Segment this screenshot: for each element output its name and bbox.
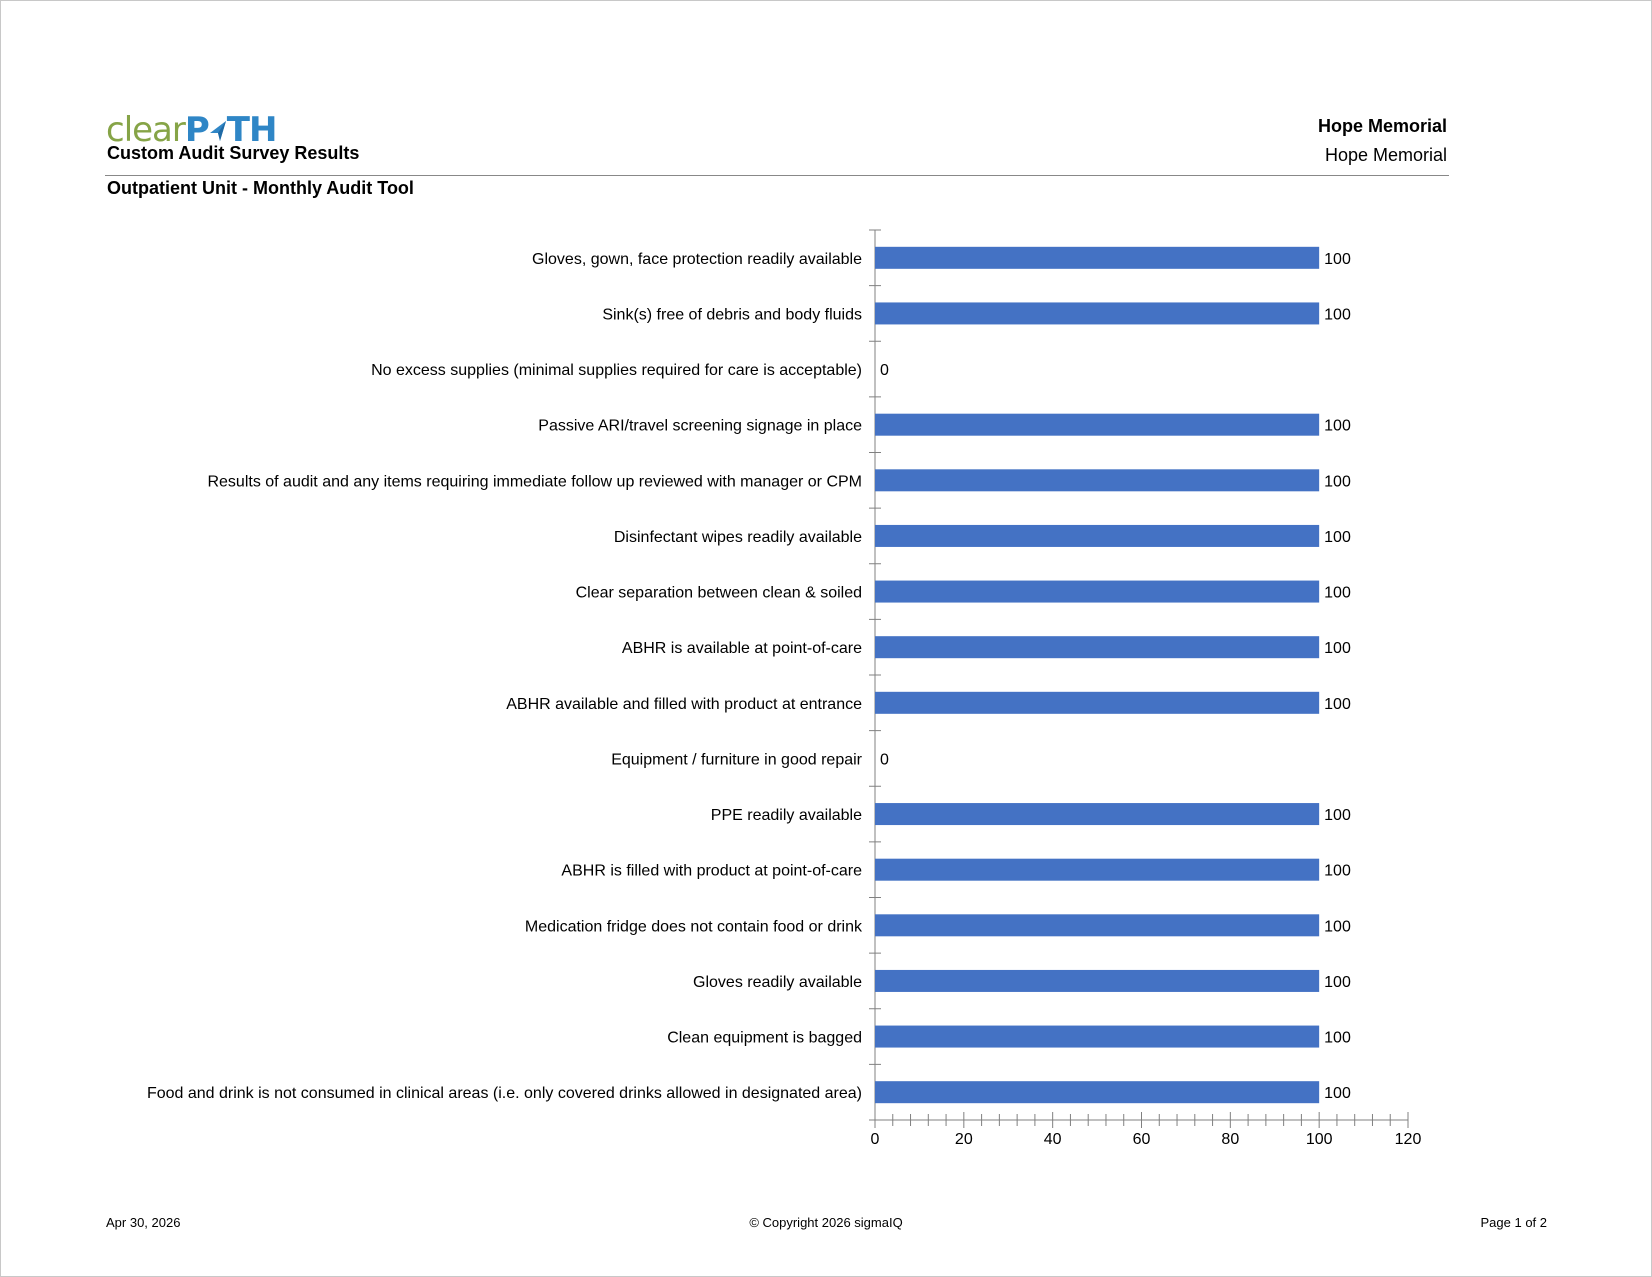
bar-value-label: 100 [1324, 974, 1351, 991]
footer-page-number: Page 1 of 2 [1480, 1215, 1548, 1230]
bar-value-label: 100 [1324, 306, 1351, 323]
bar [875, 803, 1320, 826]
bar-value-label: 0 [880, 362, 889, 379]
bar-value-label: 100 [1324, 473, 1351, 490]
bar-value-label: 100 [1324, 696, 1351, 713]
category-label: Clear separation between clean & soiled [576, 585, 862, 602]
category-label: Medication fridge does not contain food … [525, 918, 863, 935]
category-label: PPE readily available [711, 807, 862, 824]
clearpath-logo: clearP TH [106, 110, 278, 150]
facility-name: Hope Memorial [1324, 145, 1447, 165]
x-tick-label: 80 [1221, 1131, 1239, 1148]
bar [875, 524, 1320, 547]
bar-value-label: 100 [1324, 585, 1351, 602]
facility-name-bold: Hope Memorial [1317, 116, 1447, 136]
logo-text-p: P [184, 110, 210, 150]
bar-value-label: 100 [1324, 640, 1351, 657]
category-label: No excess supplies (minimal supplies req… [371, 362, 862, 379]
bar [875, 969, 1320, 992]
logo-text-clear: clear [106, 110, 186, 150]
bar-value-label: 100 [1324, 1085, 1351, 1102]
bar-value-label: 100 [1324, 1030, 1351, 1047]
bar [875, 858, 1320, 881]
footer-date: Apr 30, 2026 [106, 1215, 181, 1230]
bar-value-label: 100 [1324, 529, 1351, 546]
bar-value-label: 0 [880, 751, 889, 768]
logo-arrow-icon [209, 121, 226, 141]
category-label: Disinfectant wipes readily available [614, 529, 862, 546]
bar-value-label: 100 [1324, 918, 1351, 935]
report-title: Custom Audit Survey Results [107, 143, 360, 163]
x-tick-label: 100 [1306, 1131, 1333, 1148]
bar [875, 413, 1320, 436]
audit-tool-title: Outpatient Unit - Monthly Audit Tool [107, 178, 414, 198]
bar-value-label: 100 [1324, 418, 1351, 435]
bar-value-label: 100 [1324, 251, 1351, 268]
category-label: Food and drink is not consumed in clinic… [147, 1085, 862, 1102]
category-label: Gloves, gown, face protection readily av… [532, 251, 862, 268]
bar [875, 302, 1320, 325]
category-label: Results of audit and any items requiring… [207, 473, 862, 490]
bar [875, 469, 1320, 492]
x-tick-label: 120 [1395, 1131, 1422, 1148]
bar [875, 691, 1320, 714]
footer-copyright: © Copyright 2026 sigmaIQ [749, 1215, 903, 1230]
x-tick-label: 0 [871, 1131, 880, 1148]
bar [875, 1081, 1320, 1104]
header-divider [105, 175, 1449, 176]
bar [875, 246, 1320, 269]
x-tick-label: 60 [1133, 1131, 1151, 1148]
logo-text-th: TH [226, 110, 278, 150]
bar-value-label: 100 [1324, 807, 1351, 824]
category-label: Passive ARI/travel screening signage in … [538, 418, 862, 435]
x-tick-label: 20 [955, 1131, 973, 1148]
category-label: Sink(s) free of debris and body fluids [602, 306, 862, 323]
category-label: Gloves readily available [693, 974, 862, 991]
category-label: Clean equipment is bagged [667, 1030, 862, 1047]
audit-bar-chart: 0 20 40 60 80 100 120 Gloves, gown, face protec… [147, 229, 1422, 1148]
category-label: ABHR available and filled with product a… [506, 696, 862, 713]
bar [875, 1025, 1320, 1048]
x-tick-label: 40 [1044, 1131, 1062, 1148]
bar [875, 580, 1320, 603]
bar [875, 636, 1320, 659]
bar-value-label: 100 [1324, 863, 1351, 880]
bar [875, 914, 1320, 937]
category-label: ABHR is filled with product at point-of-… [561, 863, 862, 880]
category-label: Equipment / furniture in good repair [611, 751, 862, 768]
category-label: ABHR is available at point-of-care [622, 640, 862, 657]
